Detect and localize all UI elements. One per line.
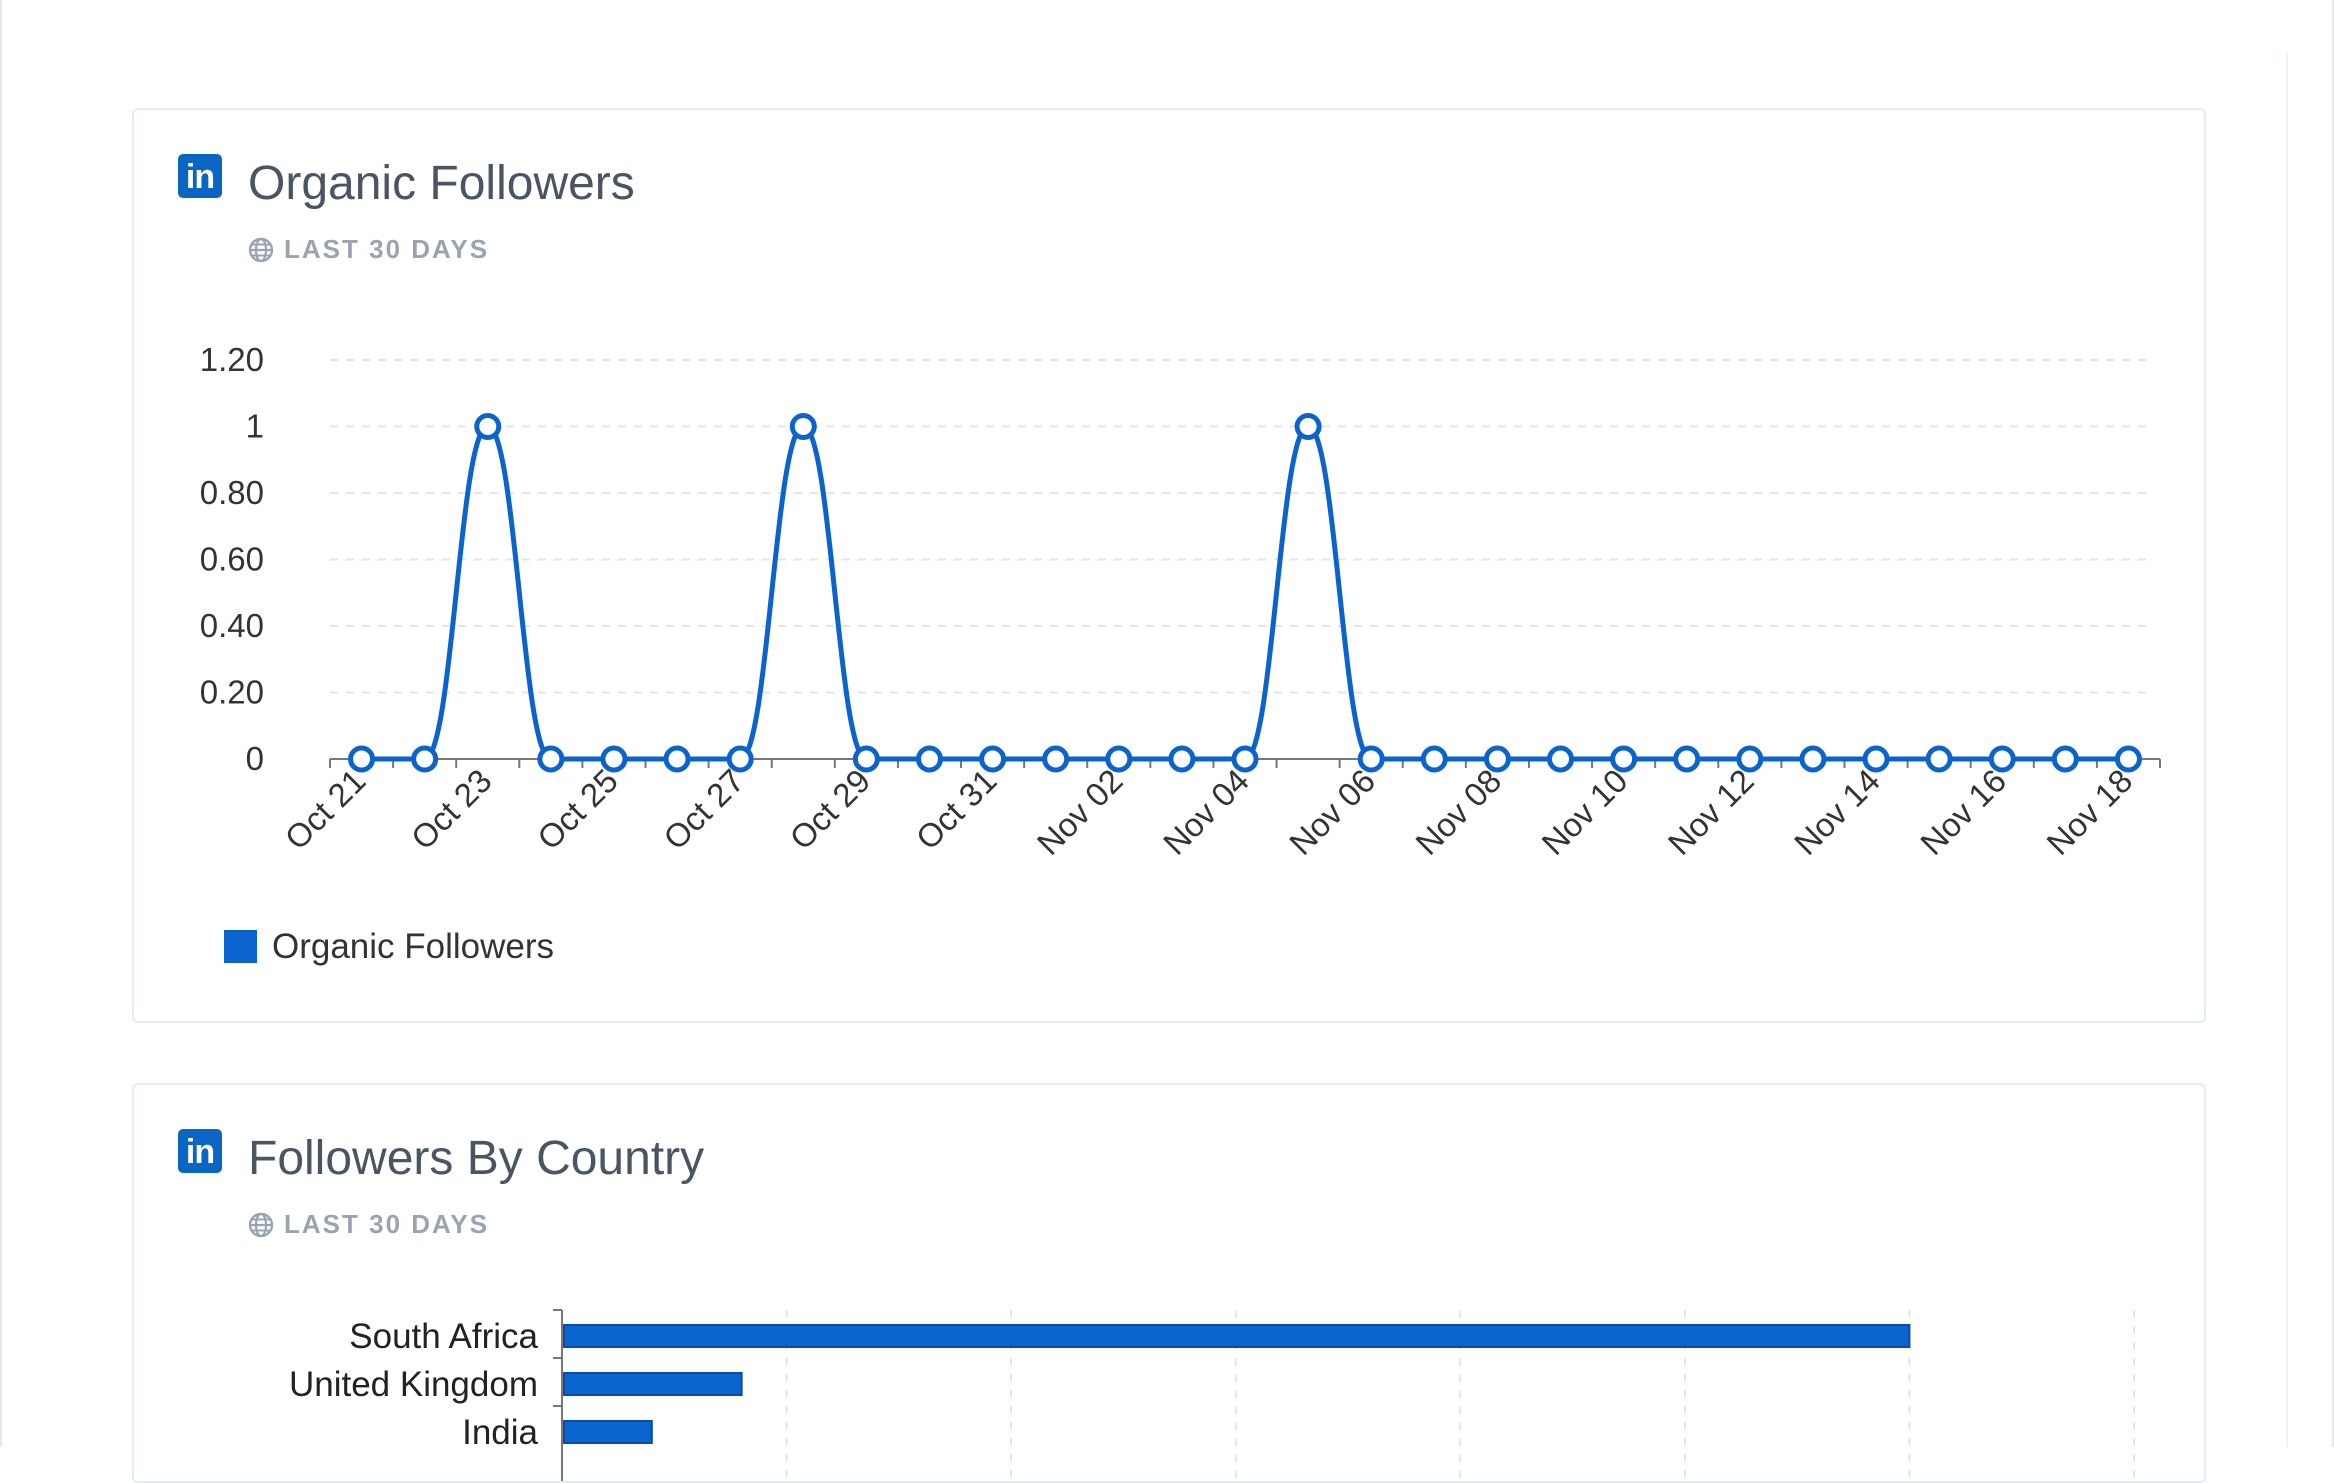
y-tick-label: 0.80: [200, 474, 264, 511]
x-tick-label: Oct 31: [909, 762, 1004, 857]
subtitle-text: LAST 30 DAYS: [284, 1209, 490, 1239]
globe-icon: [248, 237, 274, 262]
data-point: [1420, 745, 1448, 773]
data-point: [1483, 745, 1511, 773]
y-tick-label: 1.20: [200, 341, 264, 378]
x-tick-label: Oct 23: [404, 762, 499, 857]
y-tick-label: 0.20: [200, 674, 264, 711]
subtitle-text: LAST 30 DAYS: [284, 234, 490, 264]
series-line-organic-followers: [361, 423, 2129, 762]
data-point: [1736, 745, 1764, 773]
followers-by-country-card: in Followers By Country LAST 30 DAYS Sou…: [132, 1083, 2206, 1483]
y-axis-tick-labels: 0 0.20 0.40 0.60 0.80 1 1.20: [200, 341, 264, 777]
linkedin-icon: in: [178, 154, 222, 198]
card-title: Organic Followers: [248, 157, 635, 210]
category-label: India: [462, 1413, 538, 1452]
data-point: [1925, 745, 1953, 773]
card-title: Followers By Country: [248, 1132, 705, 1185]
followers-by-country-bar-chart: South Africa United Kingdom India: [289, 1309, 2135, 1481]
legend-swatch: [224, 930, 257, 963]
x-tick-label: Oct 27: [656, 762, 751, 857]
data-point: [2114, 745, 2142, 773]
data-point: [915, 745, 943, 773]
data-point: [1988, 745, 2016, 773]
data-point: [852, 745, 880, 773]
x-axis-tick-labels: Oct 21 Oct 23 Oct 25 Oct 27 Oct 29 Oct 31 Nov …: [278, 762, 2140, 862]
y-tick-label: 0: [246, 740, 264, 777]
data-point: [1862, 745, 1890, 773]
chart-legend[interactable]: Organic Followers: [224, 927, 554, 966]
data-point: [1105, 745, 1133, 773]
data-point: [1294, 413, 1322, 440]
data-point: [1357, 745, 1385, 773]
y-axis: [553, 1309, 563, 1481]
data-point: [348, 745, 376, 773]
y-tick-label: 1: [246, 408, 264, 445]
card-subtitle: LAST 30 DAYS: [248, 1209, 489, 1240]
legend-label: Organic Followers: [272, 927, 554, 966]
x-tick-label: Nov 14: [1787, 762, 1887, 862]
x-tick-label: Nov 12: [1661, 762, 1761, 862]
organic-followers-card: in Organic Followers LAST 30 DAYS 0 0.20 0…: [132, 108, 2206, 1023]
globe-icon: [248, 1212, 274, 1237]
data-point: [1673, 745, 1701, 773]
data-point: [979, 745, 1007, 773]
data-point: [726, 745, 754, 773]
linkedin-icon: in: [178, 1129, 222, 1173]
x-tick-label: Nov 18: [2039, 762, 2139, 862]
y-gridlines: [330, 359, 2150, 694]
x-tick-label: Oct 21: [278, 762, 373, 857]
data-point: [474, 413, 502, 440]
data-point: [1610, 745, 1638, 773]
data-point: [789, 413, 817, 440]
x-tick-label: Oct 29: [782, 762, 877, 857]
card-subtitle: LAST 30 DAYS: [248, 234, 489, 265]
x-tick-label: Nov 06: [1282, 762, 1382, 862]
y-tick-label: 0.60: [200, 541, 264, 578]
x-tick-label: Nov 16: [1913, 762, 2013, 862]
bar: [563, 1372, 743, 1396]
category-labels: South Africa United Kingdom India: [289, 1317, 539, 1452]
data-point: [1231, 745, 1259, 773]
data-point: [411, 745, 439, 773]
category-label: United Kingdom: [289, 1365, 538, 1404]
data-point: [1168, 745, 1196, 773]
data-point: [663, 745, 691, 773]
data-point: [1547, 745, 1575, 773]
bar: [563, 1420, 653, 1444]
data-point: [1799, 745, 1827, 773]
x-tick-label: Oct 25: [530, 762, 625, 857]
y-tick-label: 0.40: [200, 607, 264, 644]
x-tick-label: Nov 08: [1408, 762, 1508, 862]
category-label: South Africa: [349, 1317, 538, 1356]
data-point: [600, 745, 628, 773]
bars: [563, 1324, 1911, 1444]
bar: [563, 1324, 1911, 1348]
x-tick-label: Nov 04: [1156, 762, 1256, 862]
data-point: [1042, 745, 1070, 773]
x-tick-label: Nov 02: [1030, 762, 1130, 862]
x-tick-label: Nov 10: [1534, 762, 1634, 862]
data-point: [537, 745, 565, 773]
data-point: [2051, 745, 2079, 773]
series-points: [348, 413, 2142, 773]
